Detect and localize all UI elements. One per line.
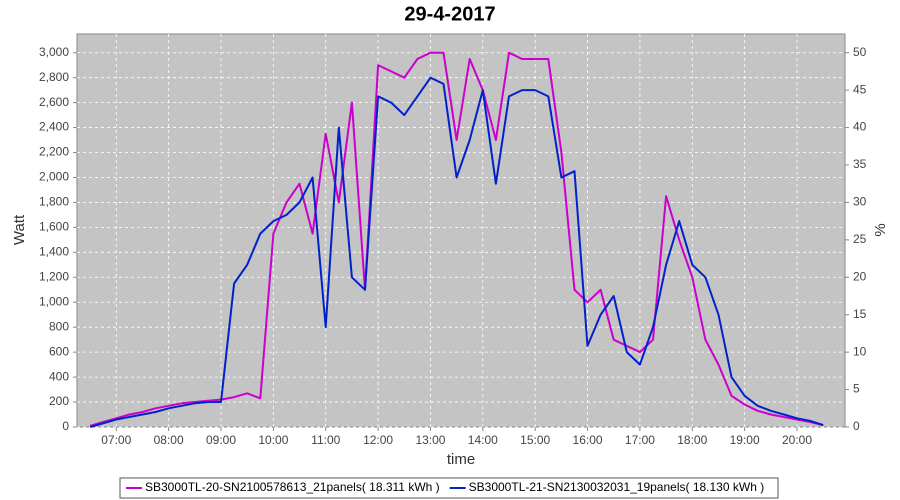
y-tick-label: 400 — [49, 369, 69, 383]
x-tick-label: 13:00 — [415, 433, 445, 447]
y-tick-label: 0 — [62, 419, 69, 433]
y2-tick-label: 10 — [853, 344, 867, 358]
legend-label: SB3000TL-21-SN2130032031_19panels( 18.13… — [469, 480, 765, 494]
y-axis-title: Watt — [11, 214, 28, 245]
y2-tick-label: 45 — [853, 82, 867, 96]
y2-tick-label: 25 — [853, 232, 867, 246]
y2-tick-label: 50 — [853, 45, 867, 59]
y-tick-label: 2,600 — [39, 95, 69, 109]
x-tick-label: 14:00 — [468, 433, 498, 447]
y-tick-label: 2,000 — [39, 170, 69, 184]
y2-tick-label: 35 — [853, 157, 867, 171]
x-tick-label: 07:00 — [101, 433, 131, 447]
x-tick-label: 15:00 — [520, 433, 550, 447]
y-tick-label: 1,000 — [39, 294, 69, 308]
y-tick-label: 1,400 — [39, 245, 69, 259]
y2-tick-label: 40 — [853, 120, 867, 134]
x-tick-label: 12:00 — [363, 433, 393, 447]
chart-title: 29-4-2017 — [404, 3, 495, 25]
y2-axis-title: % — [872, 223, 889, 236]
y-tick-label: 2,800 — [39, 70, 69, 84]
y-tick-label: 800 — [49, 319, 69, 333]
x-tick-label: 09:00 — [206, 433, 236, 447]
x-tick-label: 08:00 — [154, 433, 184, 447]
y-tick-label: 600 — [49, 344, 69, 358]
y-tick-label: 3,000 — [39, 45, 69, 59]
y-tick-label: 1,600 — [39, 220, 69, 234]
y2-tick-label: 20 — [853, 269, 867, 283]
x-tick-label: 17:00 — [625, 433, 655, 447]
y-tick-label: 1,800 — [39, 195, 69, 209]
x-axis-title: time — [447, 451, 475, 468]
x-tick-label: 11:00 — [311, 433, 340, 447]
y-tick-label: 1,200 — [39, 269, 69, 283]
x-tick-label: 16:00 — [573, 433, 603, 447]
y-tick-label: 2,400 — [39, 120, 69, 134]
y2-tick-label: 15 — [853, 307, 867, 321]
y2-tick-label: 30 — [853, 195, 867, 209]
x-tick-label: 10:00 — [258, 433, 288, 447]
x-tick-label: 19:00 — [730, 433, 760, 447]
y-tick-label: 200 — [49, 394, 69, 408]
y2-tick-label: 0 — [853, 419, 860, 433]
legend-label: SB3000TL-20-SN2100578613_21panels( 18.31… — [145, 480, 440, 494]
series-line — [89, 51, 824, 427]
x-tick-label: 20:00 — [782, 433, 812, 447]
y2-tick-label: 5 — [853, 382, 860, 396]
legend — [119, 477, 779, 499]
y-tick-label: 2,200 — [39, 145, 69, 159]
series-line — [89, 76, 824, 428]
x-tick-label: 18:00 — [677, 433, 707, 447]
